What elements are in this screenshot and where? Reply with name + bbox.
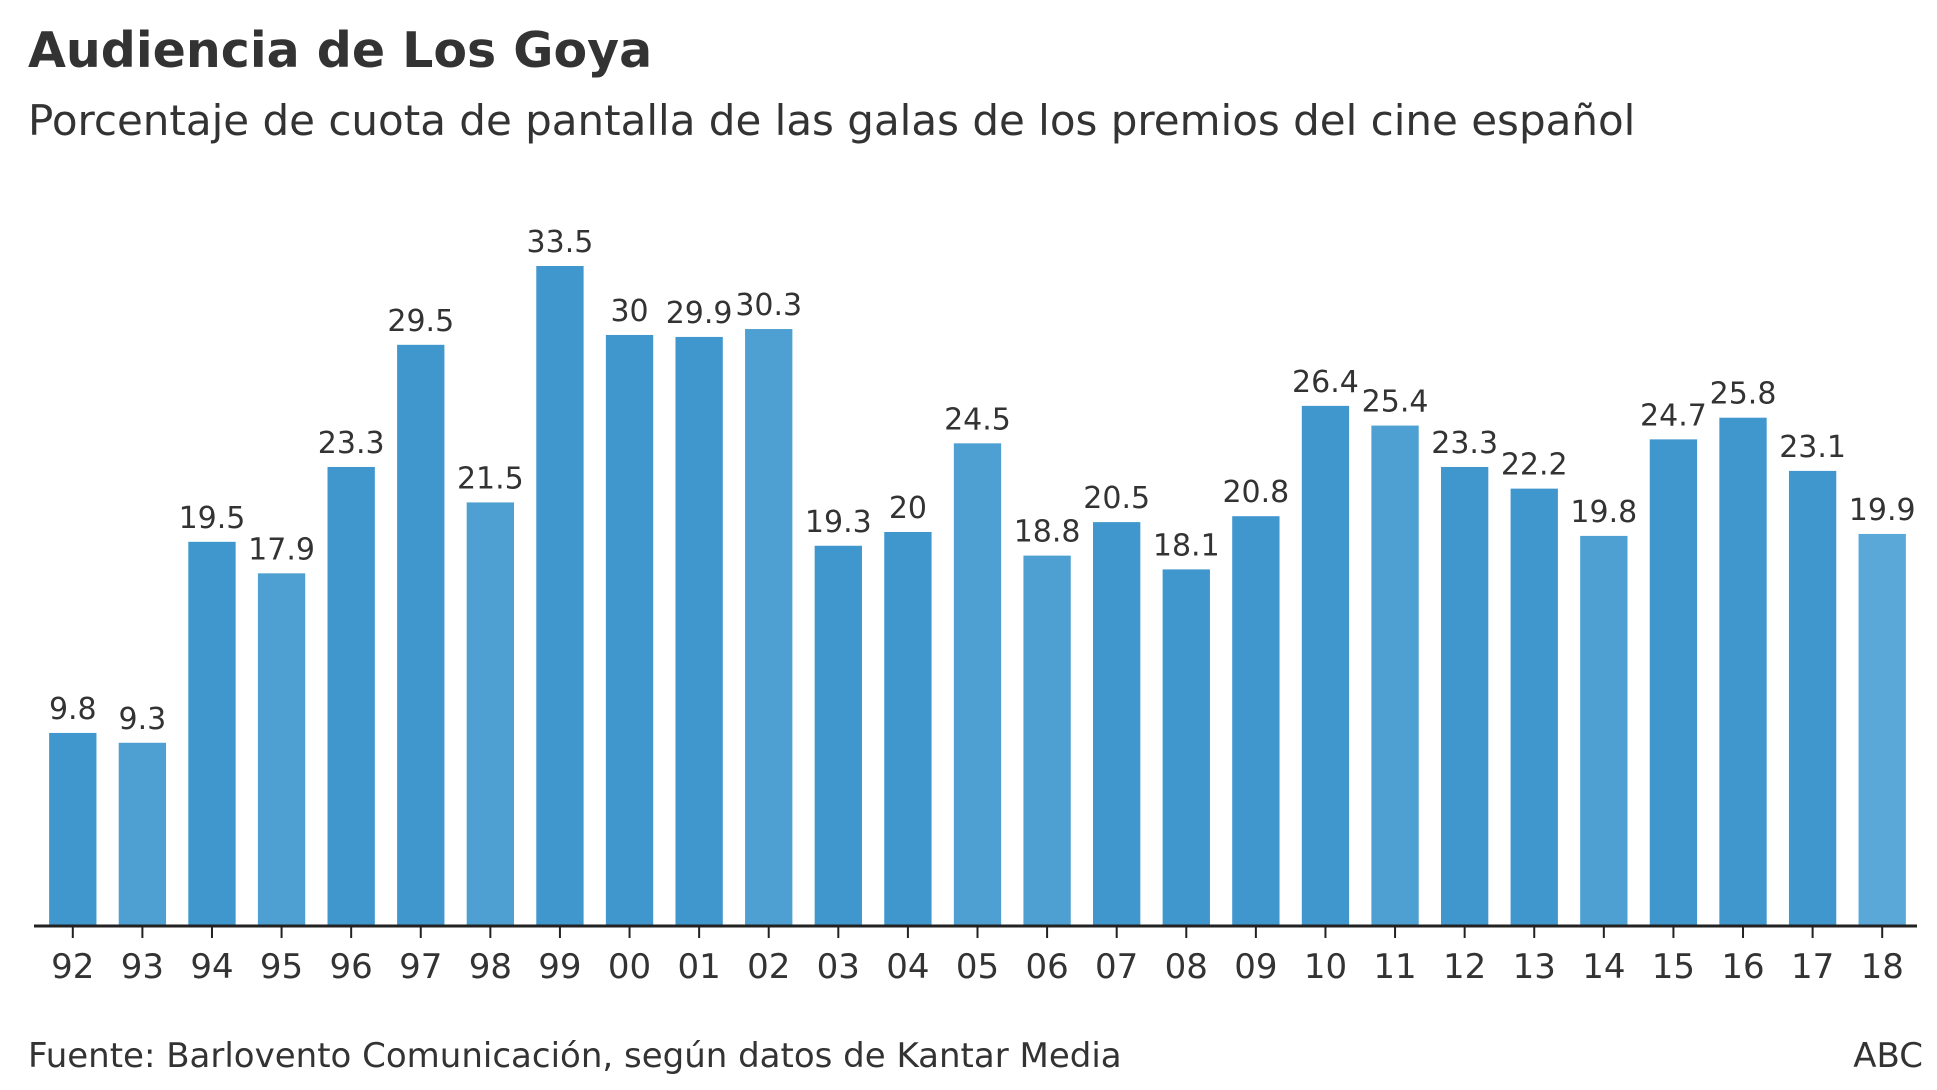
bar-93 — [118, 742, 167, 926]
value-label-05: 24.5 — [944, 402, 1011, 437]
x-tick-label-98: 98 — [469, 947, 512, 987]
x-tick-label-93: 93 — [121, 947, 164, 987]
value-label-13: 22.2 — [1501, 448, 1568, 483]
x-tick-label-96: 96 — [330, 947, 373, 987]
x-tick-label-06: 06 — [1025, 947, 1068, 987]
value-label-93: 9.3 — [119, 702, 167, 737]
bar-13 — [1510, 488, 1558, 926]
bar-10 — [1301, 405, 1350, 926]
value-label-99: 33.5 — [527, 225, 594, 260]
bar-02 — [745, 329, 793, 926]
bar-07 — [1093, 522, 1141, 926]
x-tick-label-12: 12 — [1443, 947, 1486, 987]
x-tick-label-08: 08 — [1165, 947, 1208, 987]
value-label-14: 19.8 — [1570, 495, 1637, 530]
bar-12 — [1440, 466, 1489, 926]
x-tick-label-16: 16 — [1721, 947, 1764, 987]
bar-05 — [953, 443, 1002, 926]
bar-18 — [1858, 533, 1906, 926]
bar-01 — [675, 336, 723, 926]
x-tick-label-04: 04 — [886, 947, 929, 987]
x-tick-label-97: 97 — [399, 947, 442, 987]
bar-03 — [814, 545, 862, 926]
bar-16 — [1719, 417, 1767, 926]
x-tick-label-00: 00 — [608, 947, 651, 987]
value-label-95: 17.9 — [248, 532, 315, 567]
bar-08 — [1162, 569, 1210, 926]
bar-09 — [1232, 516, 1280, 926]
x-tick-label-14: 14 — [1582, 947, 1625, 987]
x-tick-label-07: 07 — [1095, 947, 1138, 987]
x-tick-label-05: 05 — [956, 947, 999, 987]
value-label-07: 20.5 — [1083, 481, 1150, 516]
value-label-04: 20 — [889, 491, 927, 526]
bar-11 — [1371, 425, 1419, 926]
x-tick-label-11: 11 — [1373, 947, 1416, 987]
x-tick-label-02: 02 — [747, 947, 790, 987]
bar-06 — [1023, 555, 1071, 926]
source-note: Fuente: Barlovento Comunicación, según d… — [28, 1036, 1122, 1076]
value-label-15: 24.7 — [1640, 398, 1707, 433]
x-tick-label-15: 15 — [1652, 947, 1695, 987]
bar-00 — [605, 334, 654, 926]
bar-17 — [1788, 470, 1837, 926]
value-label-12: 23.3 — [1431, 426, 1498, 461]
bar-94 — [188, 541, 236, 926]
x-tick-label-10: 10 — [1304, 947, 1347, 987]
x-tick-labels-group: 92 93 94 95 96 97 98 99 00 01 02 03 04 05 06 07 08 09 10 11… — [51, 947, 1904, 987]
value-label-06: 18.8 — [1014, 515, 1081, 550]
chart-subtitle: Porcentaje de cuota de pantalla de las g… — [28, 96, 1636, 145]
value-label-18: 19.9 — [1849, 493, 1916, 528]
value-label-02: 30.3 — [735, 288, 802, 323]
value-label-10: 26.4 — [1292, 365, 1359, 400]
value-label-01: 29.9 — [666, 296, 733, 331]
value-label-96: 23.3 — [318, 426, 385, 461]
value-label-97: 29.5 — [387, 304, 454, 339]
x-tick-label-94: 94 — [190, 947, 233, 987]
value-label-16: 25.8 — [1710, 377, 1777, 412]
value-label-98: 21.5 — [457, 461, 524, 496]
chart-title: Audiencia de Los Goya — [28, 22, 653, 79]
x-ticks-group — [71, 926, 1884, 938]
brand-credit: ABC — [1853, 1036, 1923, 1076]
x-tick-label-95: 95 — [260, 947, 303, 987]
x-tick-label-99: 99 — [538, 947, 581, 987]
value-label-11: 25.4 — [1362, 385, 1429, 420]
value-label-00: 30 — [610, 294, 648, 329]
x-tick-label-09: 09 — [1234, 947, 1277, 987]
x-tick-label-92: 92 — [51, 947, 94, 987]
value-label-17: 23.1 — [1779, 430, 1846, 465]
value-labels-group: 9.8 9.3 19.517.9 23.3 29.5 21.5 33.5 30 29.9 30.3… — [49, 225, 1916, 737]
x-tick-label-18: 18 — [1861, 947, 1904, 987]
x-tick-label-01: 01 — [677, 947, 720, 987]
bar-99 — [536, 266, 584, 926]
bar-chart: 9.8 9.3 19.517.9 23.3 29.5 21.5 33.5 30 29.9 30.3… — [34, 225, 1917, 987]
bar-92 — [49, 732, 97, 926]
bar-98 — [466, 502, 515, 926]
bars-group — [49, 266, 1906, 926]
bar-14 — [1580, 535, 1628, 926]
bar-15 — [1649, 439, 1698, 926]
bar-96 — [327, 466, 375, 926]
bar-97 — [397, 344, 445, 926]
x-tick-label-13: 13 — [1513, 947, 1556, 987]
x-tick-label-03: 03 — [817, 947, 860, 987]
bar-95 — [257, 573, 306, 926]
bar-04 — [884, 531, 932, 926]
value-label-03: 19.3 — [805, 505, 872, 540]
value-label-94: 19.5 — [179, 501, 246, 536]
x-tick-label-17: 17 — [1791, 947, 1834, 987]
value-label-92: 9.8 — [49, 692, 97, 727]
value-label-09: 20.8 — [1222, 475, 1289, 510]
value-label-08: 18.1 — [1153, 528, 1220, 563]
